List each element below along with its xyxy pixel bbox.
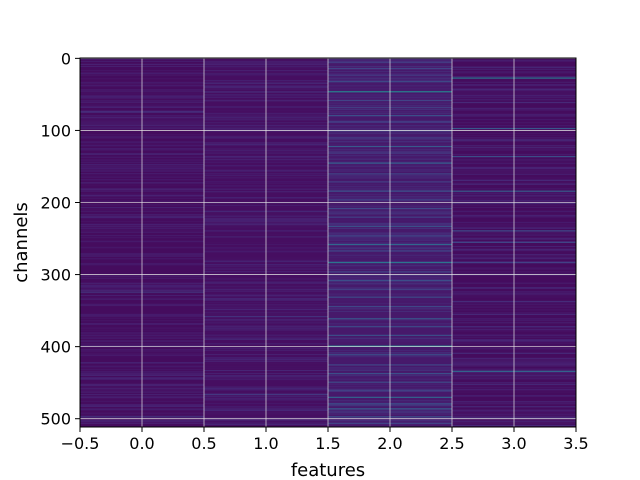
x-tick-label: −0.5 <box>61 434 100 453</box>
x-tick-label: 0.5 <box>191 434 216 453</box>
y-tick-label: 500 <box>40 410 71 429</box>
x-axis-ticks: −0.5 0.0 0.5 1.0 1.5 2.0 2.5 3.0 3.5 <box>61 427 589 453</box>
y-tick-label: 200 <box>40 194 71 213</box>
x-tick-label: 1.0 <box>253 434 278 453</box>
y-axis-label: channels <box>11 202 32 283</box>
y-tick-label: 400 <box>40 338 71 357</box>
x-tick-label: 3.5 <box>563 434 588 453</box>
x-tick-label: 2.5 <box>439 434 464 453</box>
x-tick-label: 3.0 <box>501 434 526 453</box>
x-tick-label: 2.0 <box>377 434 402 453</box>
x-tick-label: 0.0 <box>129 434 154 453</box>
x-tick-label: 1.5 <box>315 434 340 453</box>
y-tick-label: 0 <box>61 49 71 68</box>
y-tick-label: 100 <box>40 121 71 140</box>
x-axis-label: features <box>291 460 365 480</box>
y-tick-label: 300 <box>40 266 71 285</box>
y-axis-ticks: 0 100 200 300 400 500 <box>40 49 80 429</box>
